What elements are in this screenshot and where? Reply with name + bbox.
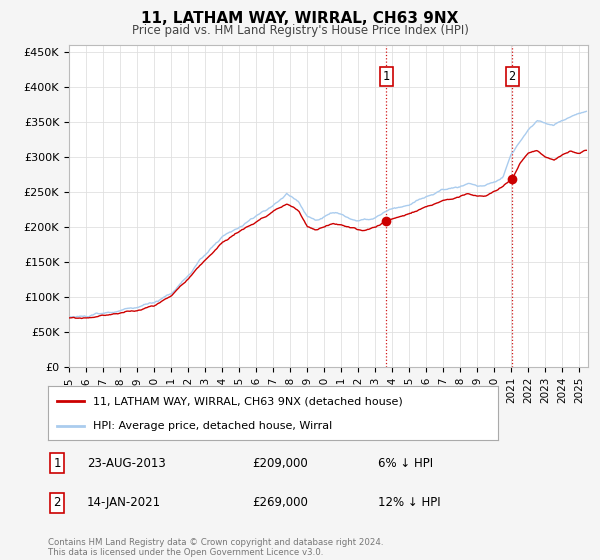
Text: 12% ↓ HPI: 12% ↓ HPI (378, 496, 440, 509)
Text: 11, LATHAM WAY, WIRRAL, CH63 9NX (detached house): 11, LATHAM WAY, WIRRAL, CH63 9NX (detach… (93, 396, 403, 407)
Text: 6% ↓ HPI: 6% ↓ HPI (378, 457, 433, 470)
Text: 2: 2 (509, 70, 515, 83)
Text: Price paid vs. HM Land Registry's House Price Index (HPI): Price paid vs. HM Land Registry's House … (131, 24, 469, 37)
Text: 14-JAN-2021: 14-JAN-2021 (87, 496, 161, 509)
Text: 23-AUG-2013: 23-AUG-2013 (87, 457, 166, 470)
Text: 1: 1 (53, 457, 61, 470)
Text: £269,000: £269,000 (252, 496, 308, 509)
Text: 1: 1 (383, 70, 390, 83)
Text: HPI: Average price, detached house, Wirral: HPI: Average price, detached house, Wirr… (93, 421, 332, 431)
Text: Contains HM Land Registry data © Crown copyright and database right 2024.
This d: Contains HM Land Registry data © Crown c… (48, 538, 383, 557)
Text: £209,000: £209,000 (252, 457, 308, 470)
Text: 2: 2 (53, 496, 61, 509)
Text: 11, LATHAM WAY, WIRRAL, CH63 9NX: 11, LATHAM WAY, WIRRAL, CH63 9NX (142, 11, 458, 26)
